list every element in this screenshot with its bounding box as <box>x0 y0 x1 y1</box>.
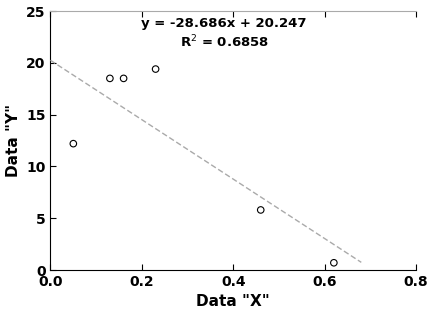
Point <box>257 207 264 212</box>
Point <box>120 76 127 81</box>
Text: y = -28.686x + 20.247: y = -28.686x + 20.247 <box>141 17 307 30</box>
X-axis label: Data "X": Data "X" <box>197 295 270 309</box>
Point <box>152 66 159 72</box>
Point <box>70 141 77 146</box>
Point <box>106 76 113 81</box>
Y-axis label: Data "Y": Data "Y" <box>6 104 20 177</box>
Point <box>330 260 337 265</box>
Text: R$^2$ = 0.6858: R$^2$ = 0.6858 <box>180 34 269 50</box>
